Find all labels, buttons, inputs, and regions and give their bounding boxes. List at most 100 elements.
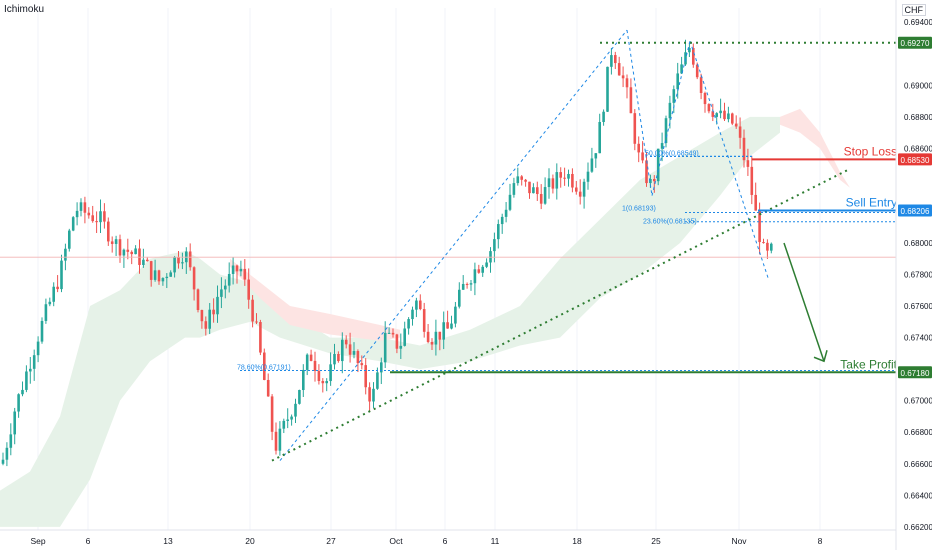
candle-body <box>383 332 387 363</box>
time-tick-label: Sep <box>30 536 45 546</box>
candle-body <box>715 113 718 117</box>
candle-body <box>48 301 52 305</box>
candle-body <box>719 110 722 114</box>
candle-body <box>539 194 543 204</box>
candle-body <box>711 111 715 117</box>
candle-body <box>29 368 32 372</box>
candle-body <box>610 55 613 67</box>
candle-body <box>497 224 500 240</box>
price-tag-bg <box>898 36 932 49</box>
candle-body <box>641 152 644 161</box>
price-tag-label: 0.68530 <box>901 156 930 165</box>
price-axis-bg <box>896 0 932 550</box>
candle-body <box>32 355 36 369</box>
drawings: Stop Loss Sell Entry Take Profit 78.60%(0.6… <box>0 29 898 462</box>
candle-body <box>606 66 609 112</box>
time-tick-label: 6 <box>86 536 91 546</box>
candle-body <box>305 354 309 370</box>
candle-body <box>754 194 757 211</box>
candle-body <box>458 289 461 307</box>
candle-body <box>430 341 434 345</box>
candle-body <box>235 265 239 272</box>
candle-body <box>200 310 204 322</box>
candle-body <box>372 388 375 402</box>
candle-body <box>645 160 648 184</box>
price-tick-label: 0.67400 <box>904 334 932 343</box>
arrow-shaft <box>783 242 825 362</box>
candle-body <box>559 172 562 178</box>
time-tick-label: 8 <box>818 536 823 546</box>
candle-body <box>575 187 578 192</box>
candle-body <box>477 269 481 273</box>
fib-diagonal-3 <box>651 40 691 196</box>
candle-body <box>649 179 652 184</box>
candle-body <box>746 160 750 167</box>
candle-body <box>204 321 208 329</box>
candle-body <box>352 351 356 355</box>
candle-body <box>17 394 20 412</box>
candle-body <box>91 215 94 222</box>
candle-body <box>341 339 344 362</box>
candle-body <box>227 273 231 286</box>
candle-body <box>469 283 473 285</box>
candle-body <box>146 259 149 262</box>
fib-annotation: 1(0.68193) <box>622 206 656 213</box>
candle-body <box>621 75 625 79</box>
take-profit-label: Take Profit <box>840 357 897 371</box>
candle-body <box>473 269 477 284</box>
candle-body <box>239 268 243 272</box>
candle-body <box>672 89 676 103</box>
candle-body <box>536 187 539 195</box>
candle-body <box>684 52 687 65</box>
candle-body <box>703 92 707 105</box>
candle-body <box>192 267 196 290</box>
cloud-red <box>230 258 400 341</box>
candle-body <box>333 353 336 365</box>
candle-body <box>602 111 605 123</box>
fib-annotation: 23.60%(0.68135) <box>643 219 697 226</box>
price-tick-label: 0.69000 <box>904 81 932 90</box>
price-tag-bg <box>898 204 932 217</box>
candle-body <box>266 379 270 397</box>
candle-body <box>688 48 691 53</box>
candle-body <box>723 110 726 120</box>
candle-body <box>255 321 258 323</box>
candle-body <box>699 77 703 93</box>
candle-body <box>40 320 44 342</box>
candle-body <box>692 48 695 65</box>
candle-body <box>676 73 679 90</box>
candle-body <box>298 390 301 404</box>
candle-body <box>680 64 683 74</box>
candle-body <box>508 194 512 210</box>
price-tick-label: 0.67000 <box>904 397 932 406</box>
currency-label: CHF <box>901 4 926 16</box>
candle-body <box>407 319 410 329</box>
candle-body <box>274 431 278 451</box>
candle-body <box>21 389 24 395</box>
price-tick-label: 0.66800 <box>904 428 932 437</box>
cloud-red-future <box>780 108 850 188</box>
candle-body <box>461 283 465 290</box>
candle-body <box>56 286 59 290</box>
candle-body <box>282 420 286 429</box>
candle-body <box>118 239 122 256</box>
candle-body <box>504 209 508 217</box>
price-tick-label: 0.67600 <box>904 302 932 311</box>
candle-body <box>766 242 769 251</box>
candle-body <box>395 334 399 349</box>
candle-body <box>727 113 730 120</box>
candle-body <box>481 266 484 273</box>
candle-body <box>426 331 430 342</box>
candle-body <box>348 344 352 355</box>
candle-body <box>758 210 761 243</box>
candle-body <box>419 300 422 310</box>
candle-body <box>590 158 594 172</box>
candle-body <box>614 55 617 64</box>
candle-body <box>251 299 254 322</box>
candle-body <box>138 248 141 265</box>
candle-body <box>36 341 40 356</box>
candle-body <box>376 372 379 389</box>
candle-body <box>364 365 367 388</box>
candle-body <box>165 276 169 279</box>
